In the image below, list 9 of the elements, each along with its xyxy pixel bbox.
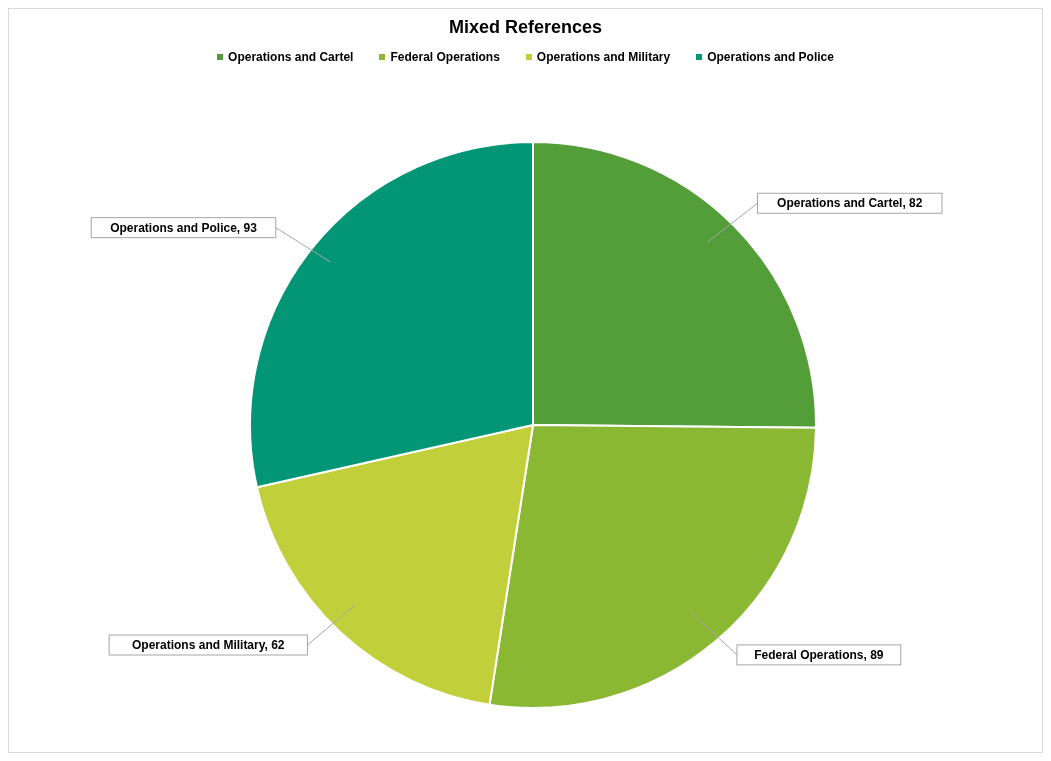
data-label: Federal Operations, 89 [754,647,884,662]
data-label: Operations and Military, 62 [132,638,285,653]
legend-label: Operations and Police [707,50,834,64]
data-label: Operations and Police, 93 [110,220,258,235]
data-label: Operations and Cartel, 82 [777,196,923,211]
legend-label: Federal Operations [390,50,500,64]
legend-label: Operations and Cartel [228,50,354,64]
legend-label: Operations and Military [536,50,671,64]
chart-title: Mixed References [447,16,604,38]
